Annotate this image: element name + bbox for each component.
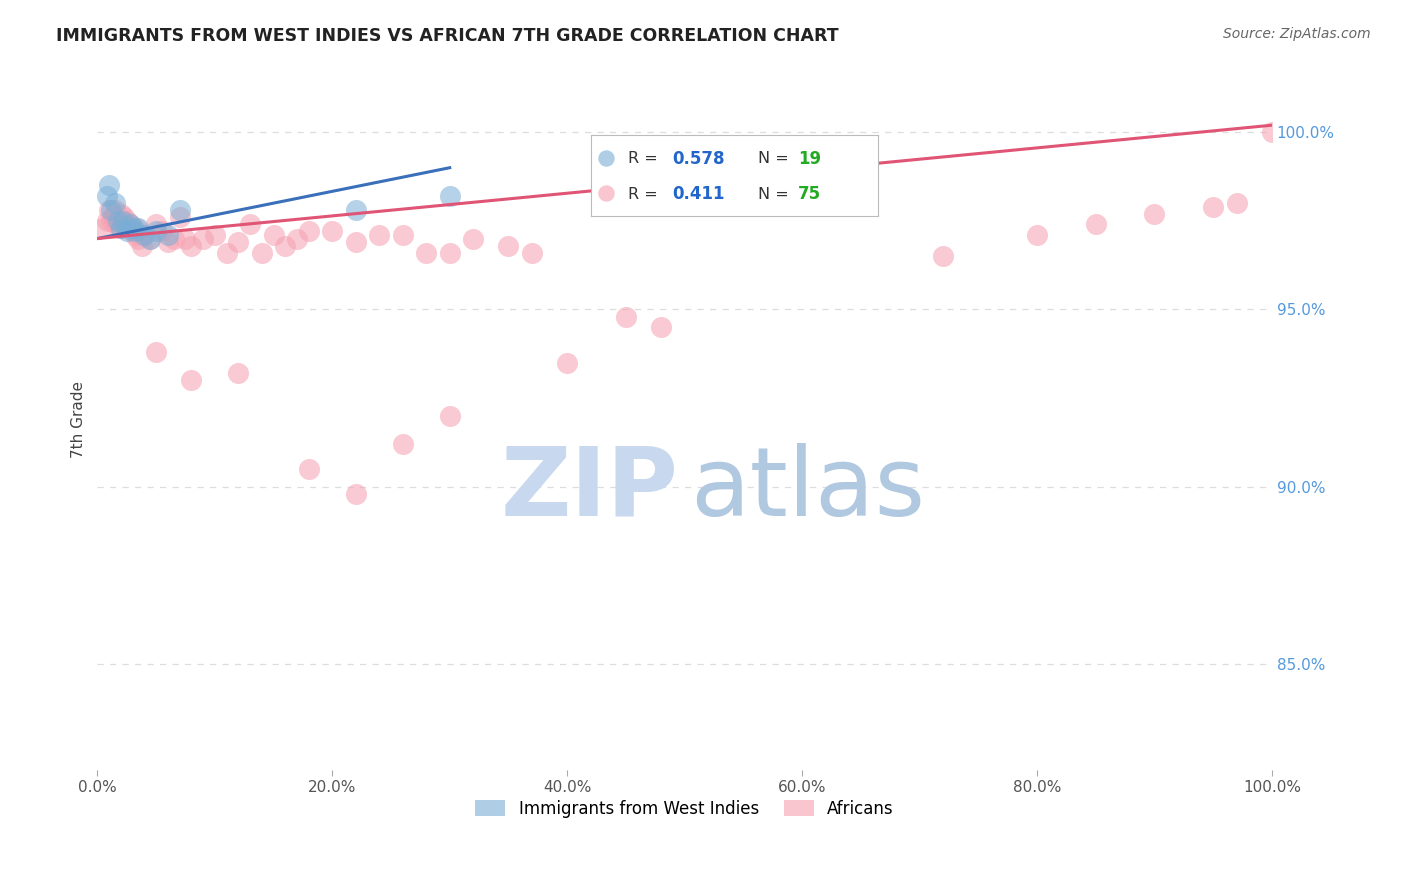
Point: [226, 235, 249, 249]
Point: [274, 238, 297, 252]
Point: [115, 225, 138, 239]
Point: [134, 227, 156, 242]
Point: [263, 227, 285, 242]
Point: [298, 462, 321, 476]
Text: Source: ZipAtlas.com: Source: ZipAtlas.com: [1223, 27, 1371, 41]
Point: [104, 196, 127, 211]
Point: [105, 218, 128, 232]
Point: [932, 249, 955, 263]
Legend: Immigrants from West Indies, Africans: Immigrants from West Indies, Africans: [468, 794, 901, 825]
Text: IMMIGRANTS FROM WEST INDIES VS AFRICAN 7TH GRADE CORRELATION CHART: IMMIGRANTS FROM WEST INDIES VS AFRICAN 7…: [56, 27, 839, 45]
Point: [121, 225, 143, 239]
Point: [111, 214, 134, 228]
Point: [139, 231, 162, 245]
Point: [439, 189, 461, 203]
Point: [127, 231, 149, 245]
Point: [368, 227, 391, 242]
Point: [1143, 207, 1166, 221]
Point: [439, 409, 461, 423]
Point: [180, 238, 202, 252]
Point: [112, 214, 135, 228]
Point: [156, 227, 179, 242]
Point: [104, 203, 127, 218]
Point: [1084, 218, 1107, 232]
Point: [150, 225, 173, 239]
Point: [285, 231, 308, 245]
Point: [127, 221, 149, 235]
Point: [391, 227, 413, 242]
Text: atlas: atlas: [690, 443, 925, 536]
Point: [107, 214, 129, 228]
Point: [344, 203, 367, 218]
Point: [125, 221, 148, 235]
Point: [169, 211, 191, 225]
Point: [498, 238, 520, 252]
Point: [98, 203, 121, 218]
Point: [100, 214, 122, 228]
Point: [239, 218, 262, 232]
Point: [250, 245, 273, 260]
Point: [139, 231, 162, 245]
Point: [107, 214, 129, 228]
Point: [439, 245, 461, 260]
Point: [96, 214, 118, 228]
Point: [134, 227, 156, 242]
Point: [463, 231, 485, 245]
Point: [415, 245, 437, 260]
Point: [391, 437, 413, 451]
Point: [110, 207, 132, 221]
Point: [110, 221, 132, 235]
Point: [650, 320, 672, 334]
Point: [156, 235, 179, 249]
Point: [174, 231, 197, 245]
Point: [124, 225, 146, 239]
Point: [169, 203, 191, 218]
Point: [1261, 125, 1284, 139]
Point: [145, 218, 167, 232]
Point: [121, 221, 143, 235]
Point: [1026, 227, 1049, 242]
Point: [120, 218, 142, 232]
Point: [145, 345, 167, 359]
Point: [115, 214, 138, 228]
Point: [614, 310, 637, 324]
Point: [145, 225, 167, 239]
Point: [131, 238, 153, 252]
Point: [96, 189, 118, 203]
Point: [1202, 200, 1225, 214]
Point: [226, 366, 249, 380]
Point: [117, 221, 139, 235]
Point: [163, 231, 186, 245]
Point: [124, 227, 146, 242]
Point: [98, 178, 121, 193]
Point: [520, 245, 543, 260]
Point: [1226, 196, 1249, 211]
Point: [108, 221, 131, 235]
Text: ZIP: ZIP: [501, 443, 679, 536]
Point: [191, 231, 214, 245]
Point: [344, 235, 367, 249]
Point: [91, 221, 114, 235]
Point: [298, 225, 321, 239]
Y-axis label: 7th Grade: 7th Grade: [72, 381, 86, 458]
Point: [215, 245, 238, 260]
Point: [101, 211, 124, 225]
Point: [344, 486, 367, 500]
Point: [321, 225, 343, 239]
Point: [100, 203, 122, 218]
Point: [120, 218, 142, 232]
Point: [204, 227, 226, 242]
Point: [180, 373, 202, 387]
Point: [112, 218, 135, 232]
Point: [555, 355, 578, 369]
Point: [112, 211, 135, 225]
